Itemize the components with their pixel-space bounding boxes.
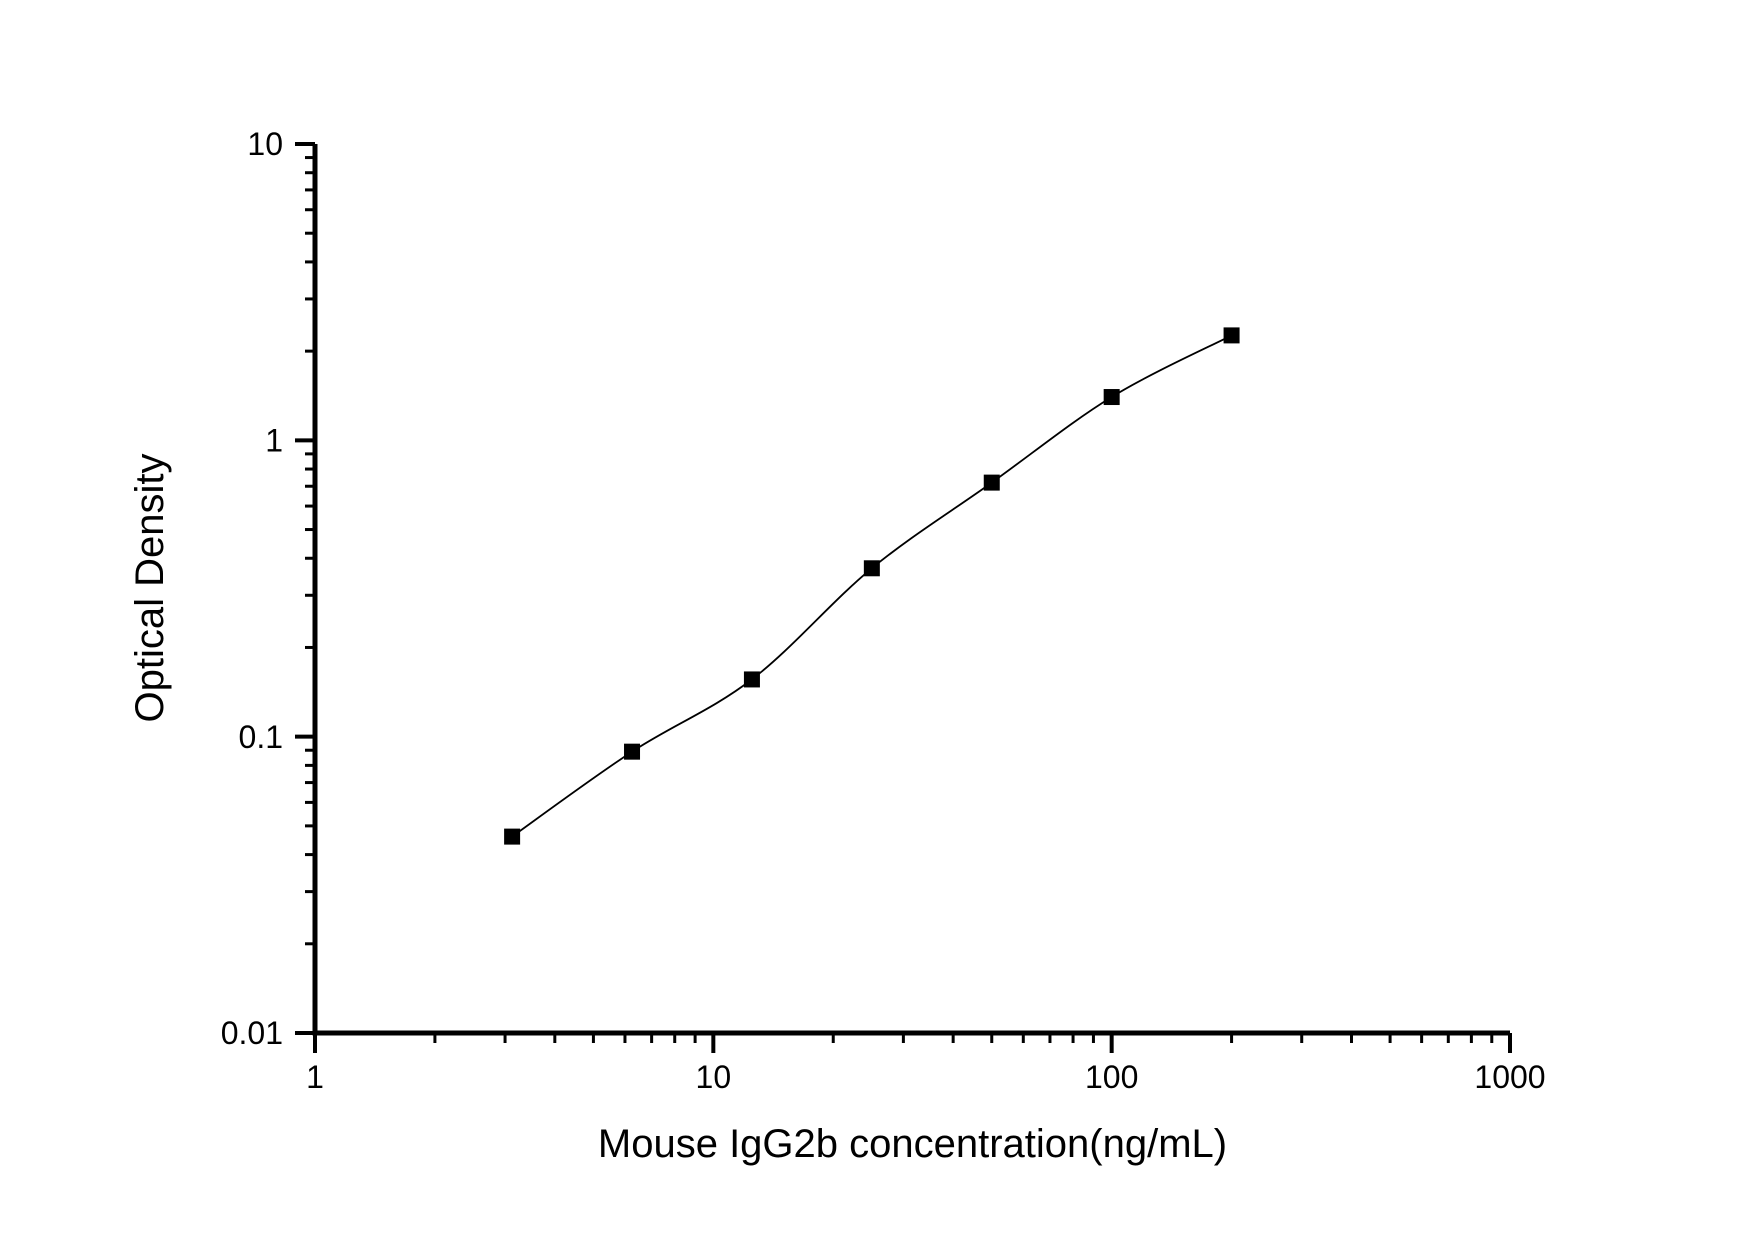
x-tick-label: 10	[696, 1059, 732, 1095]
data-point-marker	[624, 743, 641, 760]
x-tick-label: 1	[306, 1059, 324, 1095]
standard-curve-line	[511, 334, 1233, 838]
data-point-marker	[863, 560, 880, 577]
y-axis-title: Optical Density	[128, 453, 172, 723]
y-tick-label: 10	[247, 126, 283, 162]
x-tick-label: 1000	[1474, 1059, 1545, 1095]
data-point-marker	[983, 474, 1000, 491]
x-tick-label: 100	[1085, 1059, 1138, 1095]
data-point-marker	[1223, 327, 1240, 344]
y-tick-label: 1	[265, 423, 283, 459]
data-point-marker	[743, 671, 760, 688]
y-tick-label: 0.1	[239, 719, 283, 755]
y-tick-label: 0.01	[221, 1015, 283, 1051]
data-point-marker	[504, 828, 521, 845]
data-point-marker	[1103, 389, 1120, 406]
x-axis-title: Mouse IgG2b concentration(ng/mL)	[597, 1122, 1228, 1166]
